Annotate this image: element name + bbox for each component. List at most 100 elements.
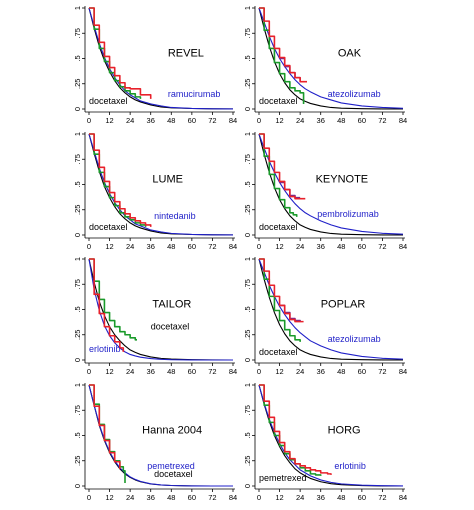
- curve-label: docetaxel: [151, 322, 190, 332]
- km-panel-0: 0 .25 .5 .75 1 0 12 24 36 48 60 72 84 REVEL ramuciruma…: [73, 6, 237, 125]
- y-tick-label: .75: [73, 28, 82, 38]
- x-tick-label: 36: [147, 493, 155, 502]
- series-line-blue-treatment_fit: [88, 7, 234, 110]
- series-line-blue-treatment_fit: [88, 258, 233, 361]
- x-tick-label: 0: [87, 493, 91, 502]
- series-line-black-control_fit: [258, 7, 404, 110]
- x-tick-label: 84: [229, 242, 237, 251]
- x-tick-label: 60: [188, 242, 196, 251]
- x-tick-label: 24: [296, 493, 304, 502]
- y-tick-label: .5: [73, 55, 82, 61]
- y-tick-label: .75: [243, 154, 252, 164]
- x-tick-label: 0: [87, 242, 91, 251]
- y-tick-label: 1: [243, 132, 252, 136]
- y-tick-label: 1: [73, 6, 82, 10]
- y-tick-label: 0: [73, 233, 82, 237]
- x-tick-label: 0: [87, 116, 91, 125]
- curve-label: docetaxel: [259, 96, 298, 106]
- y-tick-label: .25: [243, 456, 252, 466]
- y-tick-label: 1: [243, 257, 252, 261]
- series-line-blue-treatment_fit: [88, 384, 233, 487]
- series-line-red-treatment_km: [89, 384, 121, 469]
- curve-label: docetaxel: [89, 96, 128, 106]
- series-line-black-control_fit: [258, 258, 404, 361]
- curve-label: docetaxel: [89, 222, 128, 232]
- x-tick-label: 84: [229, 116, 237, 125]
- series-line-green-control_km: [259, 258, 301, 342]
- panel-title: Hanna 2004: [142, 424, 202, 436]
- x-tick-label: 12: [275, 493, 283, 502]
- x-tick-label: 12: [105, 116, 113, 125]
- panel-title: OAK: [338, 47, 362, 59]
- x-tick-label: 72: [208, 367, 216, 376]
- series-line-black-control_fit: [258, 384, 404, 487]
- x-tick-label: 0: [257, 116, 261, 125]
- x-tick-label: 0: [257, 242, 261, 251]
- x-tick-label: 12: [275, 116, 283, 125]
- x-tick-label: 24: [296, 367, 304, 376]
- x-tick-label: 24: [126, 367, 134, 376]
- x-tick-label: 36: [317, 493, 325, 502]
- series-line-black-control_fit: [258, 133, 404, 236]
- y-tick-label: 1: [73, 257, 82, 261]
- x-tick-label: 72: [208, 242, 216, 251]
- series-line-blue-treatment_fit: [258, 133, 404, 235]
- y-tick-label: 0: [73, 107, 82, 111]
- curve-label: docetaxel: [259, 222, 298, 232]
- x-tick-label: 48: [167, 367, 175, 376]
- x-tick-label: 48: [337, 116, 345, 125]
- curve-label: pemetrexed: [259, 473, 307, 483]
- panel-title: REVEL: [168, 47, 204, 59]
- x-tick-label: 84: [399, 493, 407, 502]
- curve-label: atezolizumab: [328, 334, 381, 344]
- x-tick-label: 84: [399, 116, 407, 125]
- x-tick-label: 48: [167, 116, 175, 125]
- x-tick-label: 0: [257, 493, 261, 502]
- y-tick-label: .5: [73, 432, 82, 438]
- series-line-red-treatment_km: [259, 133, 306, 200]
- series-line-red-treatment_km: [89, 258, 125, 352]
- y-tick-label: .5: [73, 181, 82, 187]
- panel-title: LUME: [152, 173, 183, 185]
- x-tick-label: 24: [296, 242, 304, 251]
- series-line-red-treatment_km: [259, 258, 304, 323]
- km-panel-5: 0 .25 .5 .75 1 0 12 24 36 48 60 72 84 POPLAR atezolizu…: [243, 257, 407, 376]
- x-tick-label: 0: [257, 367, 261, 376]
- panel-title: HORG: [328, 424, 361, 436]
- curve-label: erlotinib: [89, 344, 121, 354]
- y-tick-label: 0: [73, 484, 82, 488]
- series-line-red-treatment_km: [259, 384, 332, 475]
- curve-label: docetaxel: [154, 469, 193, 479]
- x-tick-label: 60: [358, 116, 366, 125]
- series-line-green-control_km: [259, 133, 298, 217]
- x-tick-label: 36: [147, 242, 155, 251]
- x-tick-label: 84: [399, 242, 407, 251]
- series-line-blue-treatment_fit: [258, 384, 404, 487]
- y-tick-label: .25: [73, 330, 82, 340]
- km-panel-7: 0 .25 .5 .75 1 0 12 24 36 48 60 72 84 HORG erlotinib pe…: [243, 383, 407, 502]
- y-tick-label: .75: [243, 405, 252, 415]
- x-tick-label: 60: [358, 242, 366, 251]
- y-tick-label: .75: [73, 405, 82, 415]
- y-tick-label: 0: [73, 358, 82, 362]
- x-tick-label: 72: [378, 367, 386, 376]
- curve-label: ramucirumab: [168, 89, 221, 99]
- x-tick-label: 24: [296, 116, 304, 125]
- panel-title: KEYNOTE: [316, 173, 369, 185]
- y-tick-label: .25: [73, 456, 82, 466]
- x-tick-label: 60: [188, 493, 196, 502]
- y-tick-label: .5: [243, 306, 252, 312]
- panel-title: POPLAR: [321, 298, 366, 310]
- km-panel-1: 0 .25 .5 .75 1 0 12 24 36 48 60 72 84 OAK atezolizumab…: [243, 6, 407, 125]
- x-tick-label: 0: [87, 367, 91, 376]
- y-tick-label: .5: [243, 432, 252, 438]
- y-tick-label: .5: [243, 181, 252, 187]
- x-tick-label: 60: [188, 367, 196, 376]
- x-tick-label: 72: [378, 493, 386, 502]
- curve-label: docetaxel: [259, 347, 298, 357]
- x-tick-label: 24: [126, 242, 134, 251]
- x-tick-label: 48: [337, 367, 345, 376]
- x-tick-label: 84: [229, 367, 237, 376]
- x-tick-label: 60: [358, 493, 366, 502]
